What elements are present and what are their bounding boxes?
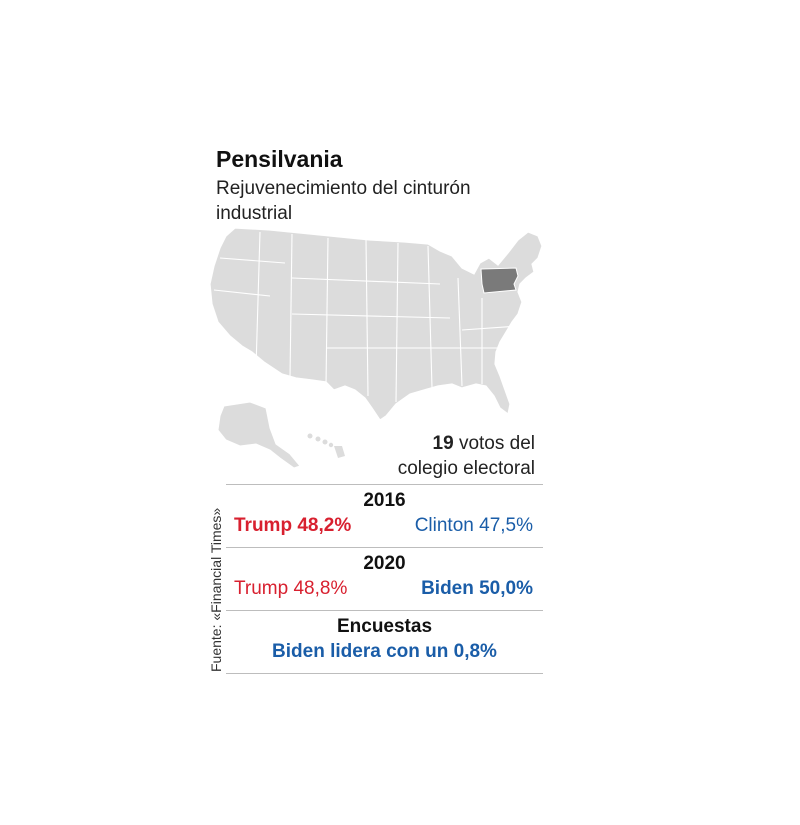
results-2020: 2020 Trump 48,8% Biden 50,0% (226, 547, 543, 610)
state-title: Pensilvania (216, 146, 343, 172)
electoral-votes-text-2: colegio electoral (397, 458, 535, 479)
poll-result: Biden lidera con un 0,8% (272, 641, 497, 662)
year-label: 2020 (363, 553, 406, 574)
result-biden-2020: Biden 50,0% (421, 578, 533, 599)
electoral-votes-text: votos del (453, 433, 535, 454)
result-trump-2020: Trump 48,8% (234, 578, 348, 599)
results-polls: Encuestas Biden lidera con un 0,8% (226, 610, 543, 674)
result-clinton-2016: Clinton 47,5% (414, 515, 533, 536)
result-trump-2016: Trump 48,2% (234, 515, 352, 536)
contiguous-us-shape (209, 227, 543, 421)
state-subtitle: Rejuvenecimiento del cinturón industrial (216, 178, 471, 224)
us-map (209, 227, 543, 469)
source-note: Fuente: «Financial Times» (208, 507, 224, 672)
electoral-votes-label: 19 votos del colegio electoral (360, 431, 535, 481)
year-label: 2016 (363, 490, 406, 511)
polls-label: Encuestas (336, 616, 433, 637)
pennsylvania-shape (480, 267, 519, 294)
electoral-votes-number: 19 (432, 433, 454, 454)
alaska-shape (217, 401, 301, 469)
hawaii-shape (307, 433, 345, 458)
results-2016: 2016 Trump 48,2% Clinton 47,5% (226, 484, 543, 547)
results-table: 2016 Trump 48,2% Clinton 47,5% 2020 Trum… (226, 484, 543, 674)
